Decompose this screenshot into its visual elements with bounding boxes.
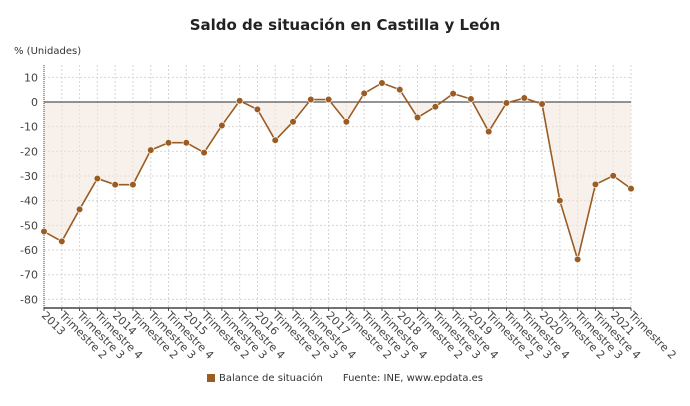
data-point — [40, 227, 48, 236]
source-note: Fuente: INE, www.epdata.es — [342, 373, 483, 384]
data-point — [609, 172, 617, 180]
data-point — [378, 79, 386, 87]
data-point — [413, 113, 422, 122]
data-point — [236, 97, 244, 105]
data-point — [93, 174, 101, 183]
data-point — [591, 180, 600, 189]
y-tick-label: -50 — [20, 219, 38, 232]
legend-swatch — [207, 374, 215, 382]
data-point — [307, 95, 315, 104]
legend-label: Balance de situación — [219, 373, 323, 384]
data-point — [360, 89, 368, 97]
legend: Balance de situación Fuente: INE, www.epd… — [0, 373, 690, 384]
series-line — [43, 82, 632, 263]
y-axis-label: % (Unidades) — [14, 46, 82, 57]
data-point — [200, 148, 208, 157]
y-tick-label: -40 — [20, 195, 38, 208]
data-point — [58, 237, 66, 245]
y-tick-label: -70 — [20, 269, 38, 282]
data-point — [218, 121, 226, 130]
data-point — [467, 95, 475, 103]
y-tick-label: -20 — [20, 145, 38, 158]
data-point — [147, 146, 155, 154]
data-point — [253, 105, 262, 114]
data-point — [129, 181, 137, 189]
y-tick-label: 10 — [24, 71, 38, 84]
data-point — [271, 136, 279, 144]
data-point — [325, 95, 333, 104]
y-tick-label: -60 — [20, 244, 38, 257]
data-point — [449, 90, 457, 98]
chart-title: Saldo de situación en Castilla y León — [189, 16, 501, 34]
data-point — [164, 139, 173, 147]
data-point — [75, 205, 84, 213]
data-point — [627, 184, 635, 193]
y-tick-label: -10 — [20, 121, 38, 134]
data-point — [111, 181, 119, 189]
data-point — [289, 118, 297, 126]
data-point — [396, 86, 404, 94]
data-point — [556, 197, 564, 205]
data-point — [182, 139, 190, 147]
data-point — [520, 94, 528, 102]
y-tick-label: -80 — [20, 293, 38, 306]
data-point — [431, 103, 439, 111]
data-point — [485, 128, 493, 136]
data-point — [342, 118, 350, 126]
data-point — [502, 99, 511, 107]
data-point — [538, 100, 546, 108]
y-tick-label: -30 — [20, 170, 38, 183]
area-fill — [44, 102, 631, 260]
y-tick-label: 0 — [31, 96, 38, 109]
data-point — [574, 255, 582, 264]
